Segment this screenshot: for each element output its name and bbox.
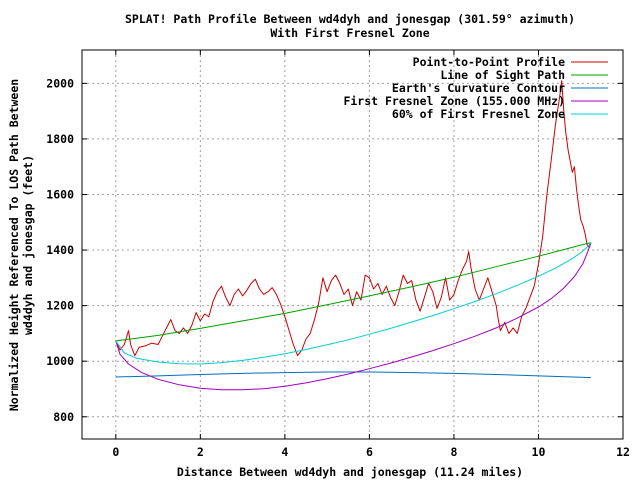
series-line-fresnel (115, 242, 592, 391)
chart-subtitle: With First Fresnel Zone (270, 26, 429, 40)
legend-label-curvature: Earth's Curvature Contour (392, 81, 565, 95)
y-axis-label-line2: wd4dyh and jonesgap (feet) (21, 155, 35, 335)
x-axis-label: Distance Between wd4dyh and jonesgap (11… (177, 465, 523, 479)
legend-label-profile: Point-to-Point Profile (413, 55, 565, 69)
chart-title: SPLAT! Path Profile Between wd4dyh and j… (125, 12, 575, 26)
series-lines (115, 80, 592, 391)
legend-label-fresnel: First Fresnel Zone (155.000 MHz) (343, 94, 565, 108)
y-tick-label: 800 (53, 410, 74, 424)
y-axis-label-line1: Normalized Height Referenced To LOS Path… (7, 79, 21, 411)
y-tick-label: 1600 (46, 187, 74, 201)
x-tick-label: 0 (112, 445, 119, 459)
legend: Point-to-Point Profile Line of Sight Pat… (343, 55, 608, 121)
plot-area-frame (81, 49, 624, 440)
x-tick-label: 10 (532, 445, 546, 459)
series-line-curvature (115, 371, 591, 379)
x-tick-label: 12 (616, 445, 630, 459)
series-line-fresnel-60 (115, 242, 592, 365)
y-tick-label: 1400 (46, 243, 74, 257)
y-tick-label: 1800 (46, 132, 74, 146)
x-tick-label: 4 (281, 445, 288, 459)
series-line-profile (115, 80, 592, 357)
x-tick-label: 6 (366, 445, 373, 459)
series-line-los (115, 242, 592, 342)
legend-label-los: Line of Sight Path (440, 68, 565, 82)
y-tick-label: 1200 (46, 299, 74, 313)
y-tick-label: 2000 (46, 76, 74, 90)
y-tick-label: 1000 (46, 354, 74, 368)
legend-label-fresnel-60: 60% of First Fresnel Zone (392, 107, 565, 121)
x-tick-label: 8 (450, 445, 457, 459)
x-tick-label: 2 (197, 445, 204, 459)
